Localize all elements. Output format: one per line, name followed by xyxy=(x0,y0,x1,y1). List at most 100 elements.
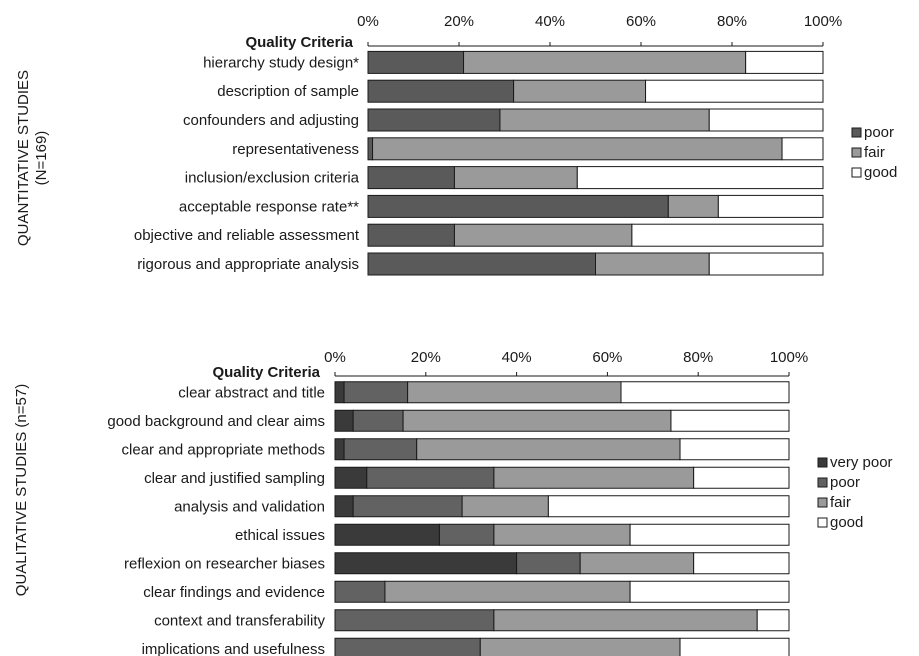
legend-swatch-fair xyxy=(817,497,828,508)
category-label: confounders and adjusting xyxy=(183,112,359,129)
side-sublabel: (N=169) xyxy=(33,131,50,186)
bar-segment-fair xyxy=(384,580,631,603)
bar-segment-good xyxy=(781,137,824,161)
category-label: rigorous and appropriate analysis xyxy=(137,256,359,273)
category-label: description of sample xyxy=(217,83,359,100)
x-tick-label: 100% xyxy=(804,13,842,30)
bar-segment-very-poor xyxy=(334,381,345,404)
side-label-group: QUANTITATIVE STUDIES (N=169) xyxy=(15,70,50,246)
bar-segment-fair xyxy=(595,252,710,276)
x-tick-label: 20% xyxy=(411,349,441,366)
bar-segment-poor xyxy=(334,637,481,656)
bar-segment-good xyxy=(576,166,824,190)
bar-segment-fair xyxy=(499,108,710,132)
bar-segment-fair xyxy=(463,50,747,74)
bar-segment-good xyxy=(708,108,824,132)
legend-label: poor xyxy=(864,124,894,141)
category-label: objective and reliable assessment xyxy=(134,227,360,244)
bar-segment-fair xyxy=(667,194,719,218)
bar-segment-good xyxy=(645,79,824,103)
bar-segment-poor xyxy=(334,609,495,632)
legend-swatch-very-poor xyxy=(817,457,828,468)
bar-segment-very-poor xyxy=(334,552,518,575)
bar-segment-good xyxy=(629,580,790,603)
bar-segment-good xyxy=(547,495,790,518)
category-axis-title: Quality Criteria xyxy=(245,34,353,51)
bar-segment-fair xyxy=(513,79,647,103)
x-tick-label: 100% xyxy=(770,349,808,366)
bar-segment-good xyxy=(679,438,790,461)
x-tick-label: 80% xyxy=(683,349,713,366)
bar-segment-very-poor xyxy=(334,438,345,461)
bar-segment-fair xyxy=(579,552,695,575)
bar-segment-fair xyxy=(372,137,783,161)
category-axis-title: Quality Criteria xyxy=(212,364,320,381)
bar-segment-good xyxy=(620,381,790,404)
bar-segment-fair xyxy=(416,438,681,461)
x-tick-label: 20% xyxy=(444,13,474,30)
bar-segment-poor xyxy=(352,495,463,518)
legend-swatch-poor xyxy=(817,477,828,488)
bar-segment-poor xyxy=(367,166,455,190)
legend-swatch-good xyxy=(851,167,862,178)
category-label: inclusion/exclusion criteria xyxy=(185,170,360,187)
bar-segment-good xyxy=(708,252,824,276)
bar-segment-poor xyxy=(367,223,455,247)
x-tick-label: 40% xyxy=(535,13,565,30)
category-label: ethical issues xyxy=(235,527,325,544)
bar-segment-poor xyxy=(367,79,515,103)
x-tick-label: 0% xyxy=(324,349,346,366)
bar-segment-good xyxy=(693,466,790,489)
bar-segment-very-poor xyxy=(334,495,354,518)
x-tick-label: 60% xyxy=(626,13,656,30)
bar-segment-good xyxy=(631,223,824,247)
category-label: clear and appropriate methods xyxy=(122,441,325,458)
bar-segment-good xyxy=(670,409,790,432)
legend-label: good xyxy=(830,514,863,531)
side-label: QUALITATIVE STUDIES (n=57) xyxy=(13,384,30,596)
category-label: analysis and validation xyxy=(174,498,325,515)
category-label: clear abstract and title xyxy=(178,384,325,401)
bar-segment-poor xyxy=(367,252,596,276)
x-tick-label: 0% xyxy=(357,13,379,30)
bar-segment-good xyxy=(745,50,824,74)
x-tick-label: 40% xyxy=(502,349,532,366)
bar-segment-very-poor xyxy=(334,409,354,432)
bar-segment-fair xyxy=(407,381,622,404)
bar-segment-fair xyxy=(493,523,631,546)
bar-segment-very-poor xyxy=(334,523,440,546)
legend-label: poor xyxy=(830,474,860,491)
legend-label: fair xyxy=(864,144,885,161)
bar-segment-very-poor xyxy=(334,466,368,489)
category-label: representativeness xyxy=(232,141,359,158)
category-label: implications and usefulness xyxy=(142,641,325,656)
legend-label: fair xyxy=(830,494,851,511)
bar-segment-poor xyxy=(366,466,495,489)
category-label: context and transferability xyxy=(154,612,325,629)
bar-segment-poor xyxy=(343,438,418,461)
bar-segment-poor xyxy=(367,137,374,161)
category-label: hierarchy study design* xyxy=(203,54,359,71)
bar-segment-poor xyxy=(334,580,386,603)
bar-segment-poor xyxy=(367,50,465,74)
side-label-group: QUALITATIVE STUDIES (n=57) xyxy=(13,384,30,596)
bar-segment-poor xyxy=(438,523,495,546)
category-label: good background and clear aims xyxy=(107,413,325,430)
bar-segment-poor xyxy=(367,194,669,218)
category-label: reflexion on researcher biases xyxy=(124,555,325,572)
category-label: clear findings and evidence xyxy=(143,584,325,601)
bar-segment-fair xyxy=(493,609,758,632)
legend-label: very poor xyxy=(830,454,893,471)
bar-segment-good xyxy=(717,194,824,218)
bar-segment-good xyxy=(629,523,790,546)
legend-swatch-fair xyxy=(851,147,862,158)
bar-segment-fair xyxy=(453,166,578,190)
x-tick-label: 80% xyxy=(717,13,747,30)
bar-segment-fair xyxy=(493,466,695,489)
side-label: QUANTITATIVE STUDIES xyxy=(15,70,32,246)
bar-segment-fair xyxy=(402,409,672,432)
bar-segment-poor xyxy=(367,108,501,132)
legend-label: good xyxy=(864,164,897,181)
legend-swatch-poor xyxy=(851,127,862,138)
